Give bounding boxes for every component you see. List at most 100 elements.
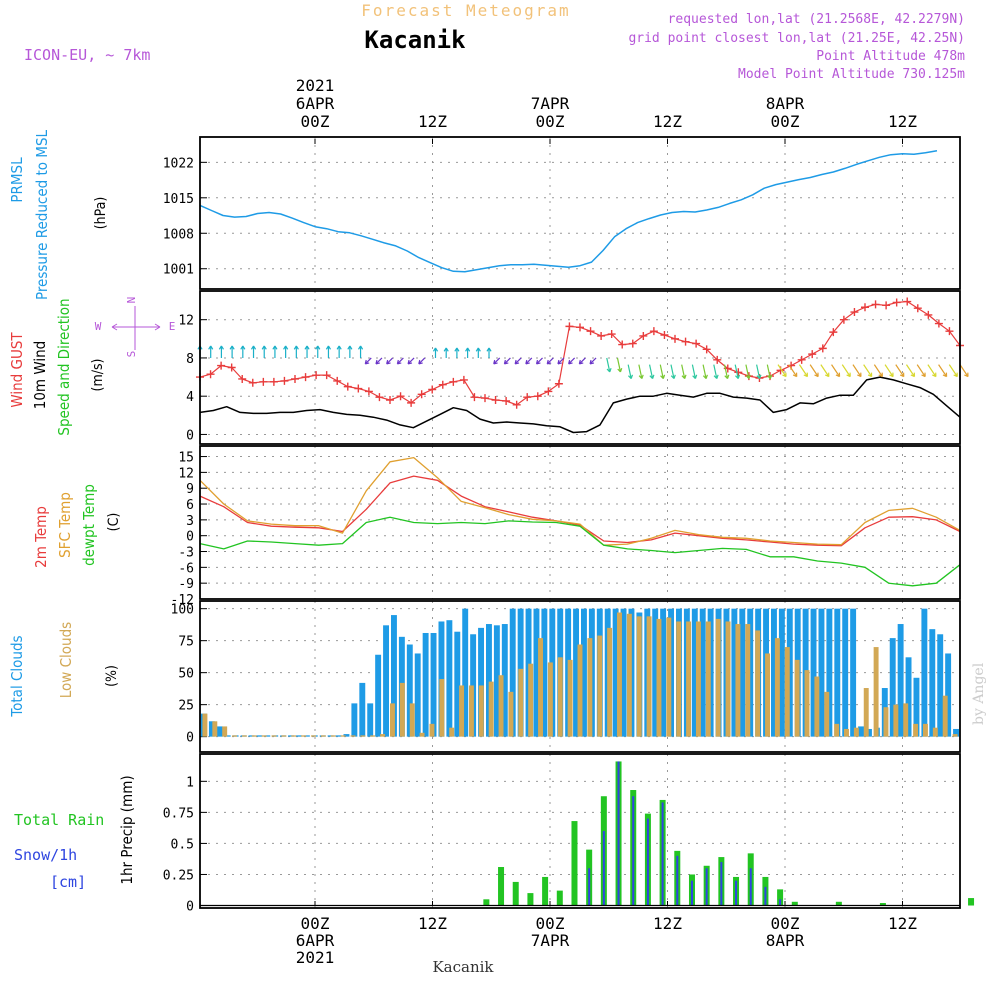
panel-frames [199,136,961,909]
gust-marker [280,376,289,385]
total-cloud-bar [620,608,627,737]
total-cloud-bar [327,735,334,737]
total-cloud-bar [383,625,389,737]
low-cloud-bar [903,703,909,737]
y-tick-label: -6 [178,561,194,576]
gust-marker [850,308,859,317]
total-cloud-bar [501,624,508,737]
gust-marker [449,377,458,386]
gust-marker [343,382,352,391]
low-cloud-bar [518,668,524,737]
wind-direction-arrow [638,364,644,380]
low-cloud-bar [390,703,395,737]
gust-marker [523,393,532,402]
wind-direction-arrow [557,357,565,365]
precipitation-panel: 0 0.25 0.5 0.75 1 [163,754,975,915]
wind-direction-arrow [454,347,460,358]
low-cloud-bar [725,621,731,737]
gust-marker [533,392,542,401]
total-cloud-bar [842,608,849,737]
low-cloud-bar [498,675,504,737]
wind-direction-arrow [229,345,235,358]
pressure-unit: (hPa) [93,197,109,230]
wind-direction-arrow [407,357,415,365]
snow-unit-label: [cm] [50,873,86,891]
wind-direction-arrow [293,345,299,358]
low-cloud-bar [528,663,534,737]
wind-direction-arrow [315,345,321,358]
wind-label: 10m Wind [31,341,49,410]
snow-label: Snow/1h [14,846,77,864]
low-cloud-bar [587,638,593,737]
total-cloud-bar [573,608,579,737]
low-cloud-bar [656,618,662,737]
wind-direction-arrow [568,357,576,365]
gust-marker [882,301,891,310]
wind-unit: (m/s) [90,359,106,392]
total-cloud-bar [937,634,944,737]
y-tick-label: 3 [186,514,194,529]
gust-marker [544,387,553,396]
low-cloud-bar [676,621,682,737]
compass-rose: N W E S [95,297,176,358]
wind-direction-arrow [578,357,586,365]
wind-direction-arrow [375,357,383,365]
wind-direction-arrow [486,347,492,358]
requested-coords: requested lon,lat (21.2568E, 42.2279N) [668,12,965,27]
rain-bar [835,901,842,906]
snow-bar [690,880,693,906]
total-cloud-bar [224,735,231,737]
low-cloud-bar [814,676,820,737]
total-cloud-bar [406,644,413,737]
y-tick-label: 0 [186,530,194,545]
point-altitude: Point Altitude 478m [816,49,965,64]
gust-marker [649,327,658,336]
low-cloud-bar [636,616,642,737]
gust-marker [945,327,954,336]
low-cloud-bar [459,685,465,737]
time-label-bottom: 2021 [296,948,335,967]
wind-direction-arrow [443,347,449,358]
wind-direction-arrow [959,364,969,378]
total-cloud-bar [296,735,302,737]
gust-marker [217,361,226,370]
time-label-bottom: 6APR [296,931,335,950]
low-cloud-bar [350,735,356,737]
low-cloud-bar [508,691,514,737]
low-cloud-bar [468,685,474,737]
gust-marker [692,339,701,348]
time-label-top: 12Z [653,112,682,131]
total-cloud-bar [953,728,959,737]
total-cloud-bar [351,703,358,737]
model-label: ICON-EU, ~ 7km [24,46,150,64]
low-cloud-bar [755,630,761,737]
low-cloud-bar [765,653,770,737]
low-cloud-bar [715,618,721,737]
gust-marker [671,334,679,343]
footer-location: Kacanik [432,958,494,976]
low-cloud-bar [232,735,238,737]
low-cloud-bar [607,627,613,737]
wind-direction-arrow [589,357,597,365]
total-cloud-bar [660,608,667,737]
gust-marker [903,297,912,306]
wind-direction-arrow [386,357,394,365]
total-cloud-bar [778,608,785,737]
total-cloud-bar [391,615,397,737]
gust-marker [565,322,574,331]
y-tick-label: 1001 [163,263,194,278]
low-cloud-bar [952,734,958,737]
y-tick-label: 1008 [163,227,194,242]
wind-direction-arrow [788,364,798,378]
snow-bar [720,862,723,906]
low-cloud-bar [241,735,247,737]
y-tick-label: 0.25 [163,868,194,883]
time-label-top: 12Z [418,112,447,131]
gust-marker [438,380,447,389]
low-cloud-bar [567,659,573,737]
low-cloud-bar [666,617,672,737]
gust-marker [512,400,521,409]
wind-direction-label: Speed and Direction [55,298,73,435]
wind-direction-arrow [272,345,278,358]
